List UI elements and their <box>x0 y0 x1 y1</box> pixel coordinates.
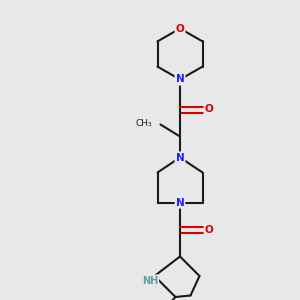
Text: O: O <box>205 224 214 235</box>
Text: NH: NH <box>142 275 158 286</box>
Text: N: N <box>176 74 184 85</box>
Text: O: O <box>176 23 184 34</box>
Text: N: N <box>176 152 184 163</box>
Text: O: O <box>205 104 214 115</box>
Text: CH₃: CH₃ <box>136 118 152 127</box>
Text: N: N <box>176 197 184 208</box>
